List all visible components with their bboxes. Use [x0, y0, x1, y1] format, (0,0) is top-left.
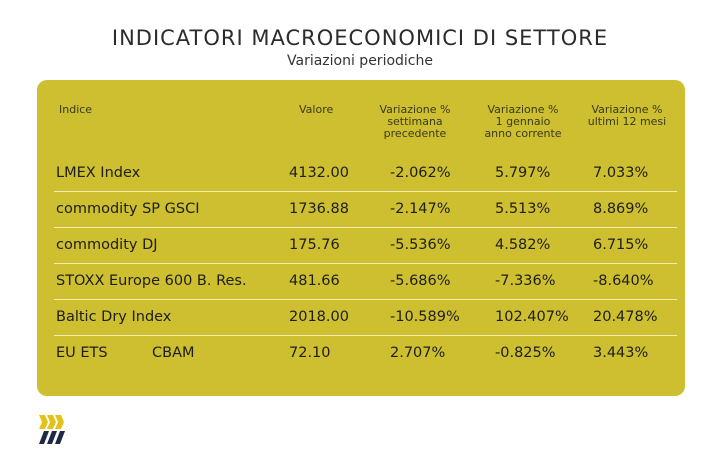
column-header-yoy: Variazione % ultimi 12 mesi: [577, 104, 677, 128]
row-index-name: Baltic Dry Index: [56, 309, 172, 325]
row-index-name: STOXX Europe 600 B. Res.: [56, 273, 247, 289]
row-weekly-change: 2.707%: [390, 345, 446, 361]
row-yoy-change: 20.478%: [593, 309, 658, 325]
row-weekly-change: -2.147%: [390, 201, 451, 217]
row-value: 481.66: [289, 273, 340, 289]
column-header-ytd-line: anno corrente: [484, 127, 562, 140]
column-header-ytd-line: Variazione %: [487, 103, 559, 116]
row-ytd-change: 4.582%: [495, 237, 551, 253]
row-index-name: commodity DJ: [56, 237, 158, 253]
column-header-index: Indice: [59, 104, 92, 116]
row-index-name: commodity SP GSCI: [56, 201, 200, 217]
logo-yellow-stripes: [39, 415, 64, 429]
table-row: LMEX Index 4132.00 -2.062% 5.797% 7.033%: [54, 155, 677, 192]
page-subtitle: Variazioni periodiche: [287, 53, 433, 69]
table-row: commodity SP GSCI 1736.88 -2.147% 5.513%…: [54, 191, 677, 228]
row-index-name: LMEX Index: [56, 165, 141, 181]
row-index-name: EU ETS: [56, 345, 108, 361]
column-header-index-label: Indice: [59, 103, 93, 116]
table-row: Baltic Dry Index 2018.00 -10.589% 102.40…: [54, 299, 677, 336]
row-value: 175.76: [289, 237, 340, 253]
column-header-weekly-line: precedente: [383, 127, 447, 140]
row-ytd-change: 102.407%: [495, 309, 569, 325]
row-value: 2018.00: [289, 309, 349, 325]
row-weekly-change: -5.686%: [390, 273, 451, 289]
column-header-weekly-line: Variazione %: [379, 103, 451, 116]
table-row: STOXX Europe 600 B. Res. 481.66 -5.686% …: [54, 263, 677, 300]
column-header-weekly-line: settimana: [387, 115, 443, 128]
row-weekly-change: -5.536%: [390, 237, 451, 253]
row-index-extra: CBAM: [152, 345, 195, 361]
row-ytd-change: -0.825%: [495, 345, 556, 361]
row-yoy-change: -8.640%: [593, 273, 654, 289]
table-row: EU ETS CBAM 72.10 2.707% -0.825% 3.443%: [54, 335, 677, 371]
row-ytd-change: 5.797%: [495, 165, 551, 181]
chevron-stripes-logo: [39, 415, 65, 444]
column-header-yoy-line: ultimi 12 mesi: [587, 115, 667, 128]
row-weekly-change: -10.589%: [390, 309, 460, 325]
column-header-value-label: Valore: [299, 103, 334, 116]
logo-navy-stripes: [39, 431, 65, 444]
table-row: commodity DJ 175.76 -5.536% 4.582% 6.715…: [54, 227, 677, 264]
column-header-weekly: Variazione % settimana precedente: [365, 104, 465, 140]
row-yoy-change: 7.033%: [593, 165, 649, 181]
row-weekly-change: -2.062%: [390, 165, 451, 181]
column-header-yoy-line: Variazione %: [591, 103, 663, 116]
row-ytd-change: -7.336%: [495, 273, 556, 289]
row-value: 1736.88: [289, 201, 349, 217]
column-header-ytd-line: 1 gennaio: [495, 115, 551, 128]
indicators-table: Indice Valore Variazione % settimana pre…: [37, 80, 685, 396]
page-title: INDICATORI MACROECONOMICI DI SETTORE: [111, 26, 609, 50]
column-header-value: Valore: [299, 104, 333, 116]
row-yoy-change: 6.715%: [593, 237, 649, 253]
row-yoy-change: 8.869%: [593, 201, 649, 217]
row-value: 4132.00: [289, 165, 349, 181]
column-header-ytd: Variazione % 1 gennaio anno corrente: [473, 104, 573, 140]
row-yoy-change: 3.443%: [593, 345, 649, 361]
row-ytd-change: 5.513%: [495, 201, 551, 217]
row-value: 72.10: [289, 345, 331, 361]
